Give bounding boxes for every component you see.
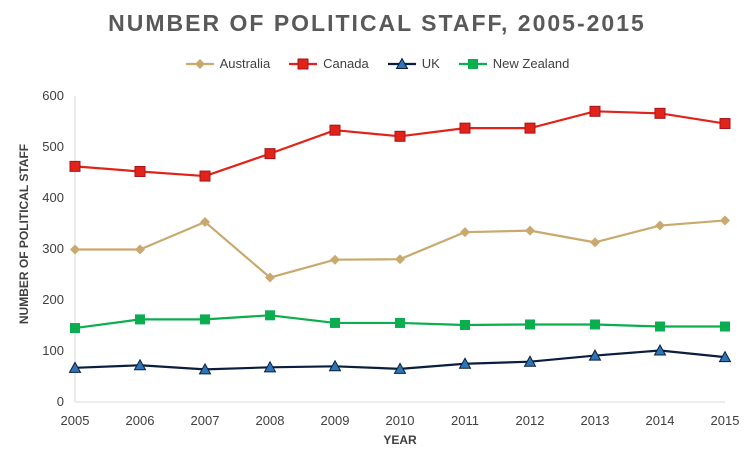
new-zealand-point <box>525 319 535 330</box>
canada-point <box>394 130 406 142</box>
australia-point <box>330 254 340 265</box>
y-tick-label: 600 <box>42 88 64 103</box>
new-zealand-point <box>70 323 80 334</box>
x-tick-label: 2005 <box>61 413 90 428</box>
y-tick-label: 100 <box>42 343 64 358</box>
australia-point <box>265 272 275 283</box>
legend-item-new-zealand: New Zealand <box>458 56 570 71</box>
x-tick-label: 2013 <box>581 413 610 428</box>
series-new-zealand <box>70 310 730 334</box>
new-zealand-point <box>655 321 665 332</box>
series-canada <box>69 105 731 182</box>
legend-item-uk: UK <box>387 56 440 71</box>
canada-point <box>589 105 601 117</box>
x-tick-label: 2010 <box>386 413 415 428</box>
australia-line <box>75 219 726 279</box>
new-zealand-point <box>460 319 470 330</box>
australia-point <box>70 244 80 255</box>
uk-point <box>653 343 667 356</box>
australia-point <box>590 237 600 248</box>
uk-point <box>718 350 732 363</box>
series-australia <box>70 215 730 283</box>
legend-label: UK <box>421 56 440 71</box>
series-uk <box>68 343 732 375</box>
x-tick-label: 2007 <box>191 413 220 428</box>
legend-marker-new-zealand <box>467 58 478 69</box>
uk-point <box>393 362 407 374</box>
canada-point <box>459 122 471 134</box>
y-tick-label: 500 <box>42 139 64 154</box>
legend-marker-uk <box>395 56 409 69</box>
australia-point <box>135 244 145 255</box>
legend-item-australia: Australia <box>185 56 271 71</box>
x-tick-label: 2011 <box>451 413 479 428</box>
new-zealand-point <box>590 319 600 330</box>
legend-label: New Zealand <box>492 56 570 71</box>
y-tick-label: 0 <box>57 394 64 409</box>
y-tick-label: 300 <box>42 241 64 256</box>
canada-point <box>199 170 211 182</box>
legend-marker-canada <box>297 58 309 69</box>
chart-title: NUMBER OF POLITICAL STAFF, 2005-2015 <box>108 10 646 36</box>
australia-point <box>395 254 405 265</box>
canada-point <box>134 165 146 177</box>
legend-swatch-australia <box>185 58 214 69</box>
new-zealand-point <box>395 317 405 328</box>
x-tick-label: 2009 <box>321 413 350 428</box>
canada-line <box>74 110 726 178</box>
canada-point <box>524 122 536 134</box>
x-tick-label: 2014 <box>646 413 675 428</box>
australia-point <box>200 216 210 227</box>
x-tick-label: 2008 <box>256 413 285 428</box>
legend-marker-australia <box>194 58 205 69</box>
x-tick-label: 2006 <box>126 413 155 428</box>
uk-point <box>68 361 82 373</box>
canada-point <box>654 107 666 119</box>
uk-point <box>458 357 472 369</box>
australia-point <box>720 215 730 226</box>
uk-point <box>198 362 212 375</box>
canada-point <box>329 124 341 136</box>
legend-label: Australia <box>219 56 271 71</box>
y-tick-label: 200 <box>42 292 64 307</box>
legend: Australia Canada UK New Zealand <box>0 56 754 71</box>
australia-point <box>655 220 665 231</box>
new-zealand-point <box>720 321 730 332</box>
new-zealand-point <box>135 314 145 325</box>
y-tick-label: 400 <box>42 190 64 205</box>
uk-point <box>133 358 147 371</box>
uk-point <box>588 349 602 361</box>
new-zealand-point <box>330 317 340 328</box>
x-tick-label: 2015 <box>711 413 740 428</box>
canada-point <box>69 160 81 172</box>
uk-point <box>263 360 277 373</box>
legend-label: Canada <box>323 56 369 71</box>
y-axis-title: NUMBER OF POLITICAL STAFF <box>17 144 31 324</box>
uk-point <box>523 355 537 367</box>
x-tick-label: 2012 <box>516 413 545 428</box>
new-zealand-point <box>265 310 275 321</box>
legend-item-canada: Canada <box>288 56 369 71</box>
legend-swatch-canada <box>289 58 318 69</box>
new-zealand-point <box>200 314 210 325</box>
australia-point <box>460 227 470 238</box>
canada-point <box>264 148 276 160</box>
legend-swatch-uk <box>387 56 416 69</box>
legend-swatch-new-zealand <box>458 58 487 69</box>
canada-point <box>719 118 731 130</box>
x-axis-title: YEAR <box>383 433 417 447</box>
uk-point <box>328 359 342 372</box>
australia-point <box>525 225 535 236</box>
